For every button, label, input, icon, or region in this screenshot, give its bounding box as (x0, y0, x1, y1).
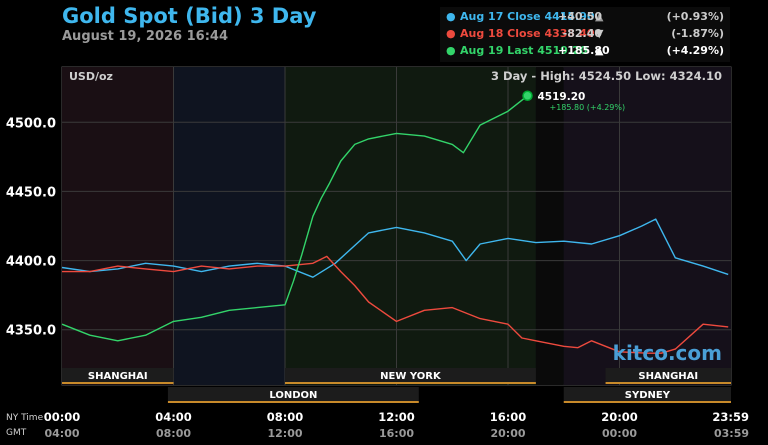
y-axis: 4350.0 4400.0 4450.0 4500.0 (6, 116, 56, 338)
x-tick-ny: 08:00 (267, 410, 304, 424)
last-price-marker (522, 90, 533, 102)
legend-label: Aug 17 Close 4415.90 (460, 10, 595, 23)
x-tick-gmt: 04:00 (44, 427, 79, 440)
legend-item-aug19: ● Aug 19 Last 4519.20 ▲ +185.80 (+4.29%) (440, 44, 730, 60)
legend-change: -82.40 (562, 27, 602, 40)
legend-label: Aug 19 Last 4519.20 (460, 44, 588, 57)
x-tick-gmt: 03:59 (714, 427, 749, 440)
series-line-1 (62, 255, 729, 354)
session-bar (167, 387, 419, 401)
legend-pct: (+0.93%) (666, 10, 724, 23)
legend-arrow-down-icon: ▼ (595, 27, 604, 40)
grid (62, 67, 731, 385)
legend-item-aug18: ● Aug 18 Close 4333.40 ▼ -82.40 (-1.87%) (440, 27, 730, 43)
ny-time-label: NY Time (6, 413, 44, 423)
session-underline (605, 382, 731, 384)
y-tick-label: 4450.0 (6, 185, 56, 200)
legend-pct: (+4.29%) (666, 44, 724, 57)
band-london (173, 67, 285, 385)
legend-pct: (-1.87%) (671, 27, 724, 40)
legend-label: Aug 18 Close 4333.40 (460, 27, 595, 40)
legend-change: +40.50 (558, 10, 603, 23)
session-bar (605, 368, 731, 382)
x-tick-ny: 12:00 (378, 410, 415, 424)
legend-dot-icon: ● (446, 10, 456, 23)
session-label: SHANGHAI (88, 371, 148, 382)
series (61, 95, 729, 354)
legend-change: +185.80 (558, 44, 610, 57)
x-tick-ny: 00:00 (44, 410, 81, 424)
session-label: SYDNEY (625, 390, 671, 401)
session-label: LONDON (269, 390, 317, 401)
session-underline (62, 382, 174, 384)
x-tick-ny: 23:59 (712, 410, 749, 424)
series-line-0 (61, 218, 729, 278)
x-tick-gmt: 20:00 (490, 427, 525, 440)
x-tick-gmt: 08:00 (156, 427, 191, 440)
legend: ● Aug 17 Close 4415.90 ▲ +40.50 (+0.93%)… (440, 7, 730, 62)
session-label: SHANGHAI (638, 371, 698, 382)
chart-title: Gold Spot (Bid) 3 Day (62, 4, 317, 28)
session-bar (563, 387, 731, 401)
last-change-label: +185.80 (+4.29%) (550, 103, 626, 112)
x-tick-gmt: 12:00 (267, 427, 302, 440)
band-asia-2 (563, 67, 731, 385)
y-tick-label: 4400.0 (6, 255, 56, 270)
session-bars: SHANGHAI LONDON NEW YORK SHANGHAI SYDNEY (62, 368, 731, 403)
session-underline (563, 401, 731, 403)
x-axis: NY Time GMT 00:00 04:00 04:00 08:00 08:00 12:… (6, 410, 749, 440)
last-price-label: 4519.20 (538, 91, 586, 103)
band-asia-1 (62, 67, 174, 385)
session-bar (62, 368, 174, 382)
session-bar (285, 368, 536, 382)
chart-timestamp: August 19, 2026 16:44 (62, 29, 228, 44)
x-tick-gmt: 16:00 (379, 427, 414, 440)
session-underline (285, 382, 536, 384)
unit-label: USD/oz (69, 70, 113, 83)
y-tick-label: 4350.0 (6, 324, 56, 339)
x-tick-ny: 20:00 (601, 410, 638, 424)
series-line-2 (61, 95, 528, 342)
x-tick-ny: 04:00 (155, 410, 192, 424)
band-break (535, 67, 564, 385)
session-underline (167, 401, 419, 403)
legend-item-aug17: ● Aug 17 Close 4415.90 ▲ +40.50 (+0.93%) (440, 10, 730, 26)
gmt-label: GMT (6, 428, 27, 438)
session-label: NEW YORK (380, 371, 442, 382)
band-new-york (285, 67, 536, 385)
y-tick-label: 4500.0 (6, 116, 56, 131)
legend-dot-icon: ● (446, 44, 456, 57)
legend-dot-icon: ● (446, 27, 456, 40)
x-tick-gmt: 00:00 (602, 427, 637, 440)
range-label: 3 Day - High: 4524.50 Low: 4324.10 (491, 69, 722, 83)
legend-arrow-up-icon: ▲ (595, 10, 604, 23)
legend-arrow-up-icon: ▲ (595, 44, 604, 57)
x-tick-ny: 16:00 (490, 410, 527, 424)
watermark: kitco.com (613, 341, 722, 365)
